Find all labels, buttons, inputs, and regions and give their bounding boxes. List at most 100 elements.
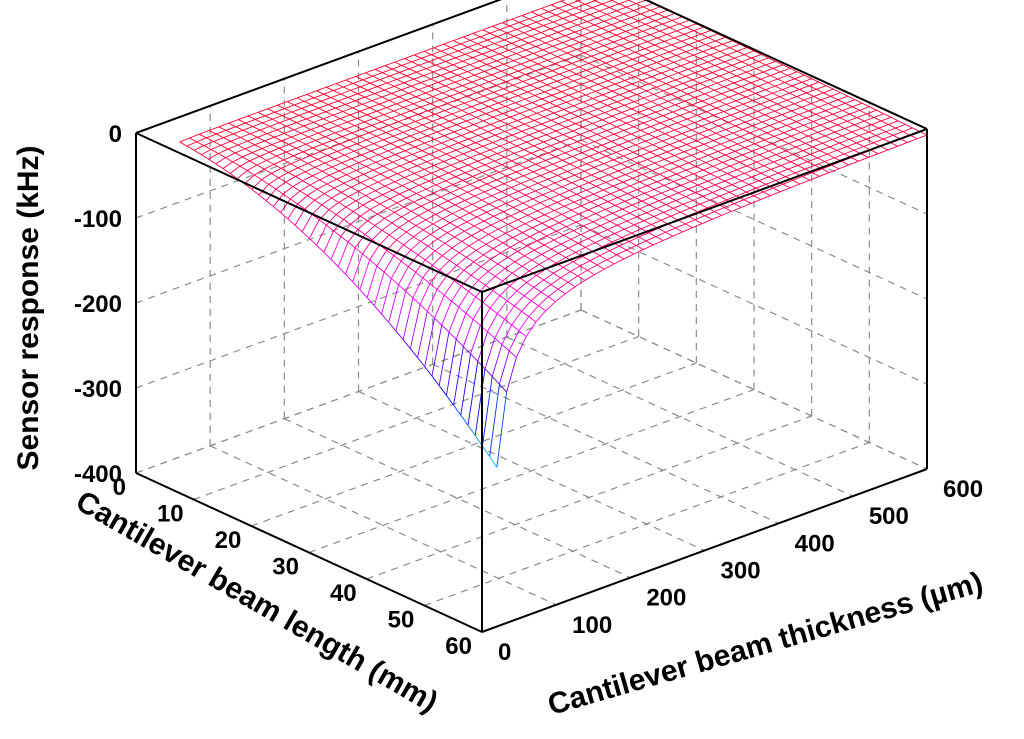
mesh-line: [555, 156, 563, 161]
mesh-line: [537, 63, 546, 68]
mesh-line: [413, 236, 421, 242]
mesh-line: [740, 111, 749, 116]
mesh-line: [474, 195, 483, 201]
mesh-line: [666, 151, 675, 156]
mesh-line: [544, 210, 555, 216]
mesh-line: [517, 95, 526, 100]
mesh-line: [460, 414, 469, 426]
mesh-line: [657, 155, 665, 160]
mesh-line: [418, 64, 427, 70]
mesh-line: [537, 210, 545, 216]
mesh-line: [699, 199, 711, 205]
mesh-line: [675, 100, 686, 106]
mesh-line: [609, 216, 620, 222]
mesh-line: [278, 144, 289, 149]
mesh-line: [779, 117, 790, 123]
mesh-line: [513, 207, 521, 212]
mesh-line: [576, 163, 587, 169]
mesh-line: [373, 143, 382, 148]
mesh-line: [203, 145, 212, 150]
mesh-line: [323, 118, 331, 123]
mesh-line: [381, 278, 392, 315]
mesh-line: [604, 133, 615, 139]
mesh-line: [541, 218, 553, 224]
mesh-line: [345, 100, 356, 105]
mesh-line: [866, 135, 877, 140]
mesh-line: [515, 198, 524, 204]
mesh-line: [453, 153, 464, 159]
mesh-line: [320, 125, 329, 130]
mesh-line: [367, 213, 378, 222]
mesh-line: [373, 305, 382, 315]
mesh-line: [656, 181, 665, 186]
mesh-line: [304, 97, 315, 102]
mesh-line: [579, 260, 591, 267]
mesh-line: [582, 148, 593, 154]
mesh-line: [682, 199, 694, 205]
mesh-line: [503, 63, 512, 69]
mesh-line: [515, 77, 524, 82]
mesh-line: [474, 70, 485, 76]
mesh-line: [402, 297, 414, 340]
mesh-line: [723, 86, 732, 91]
mesh-line: [628, 0, 637, 5]
mesh-line: [472, 33, 481, 38]
mesh-line: [553, 272, 561, 279]
mesh-line: [719, 191, 730, 197]
mesh-line: [491, 344, 503, 377]
mesh-line: [757, 85, 766, 91]
mesh-line: [457, 196, 466, 201]
mesh-line: [316, 86, 327, 92]
mesh-line: [416, 71, 424, 77]
mesh-line: [827, 99, 839, 104]
mesh-line: [619, 216, 628, 222]
mesh-line: [571, 209, 579, 215]
mesh-line: [580, 84, 589, 89]
mesh-line: [659, 173, 667, 179]
mesh-line: [653, 216, 662, 221]
mesh-line: [695, 192, 703, 197]
mesh-line: [728, 93, 739, 98]
mesh-line: [599, 255, 608, 261]
mesh-line: [363, 147, 372, 152]
mesh-line: [535, 190, 543, 196]
mesh-line: [541, 7, 549, 13]
mesh-line: [432, 120, 440, 126]
mesh-line: [397, 173, 405, 178]
mesh-line: [766, 157, 774, 163]
mesh-line: [338, 96, 349, 102]
mesh-line: [466, 120, 474, 125]
mesh-line: [577, 116, 586, 121]
mesh-line: [334, 154, 345, 160]
mesh-line: [405, 124, 414, 130]
mesh-line: [710, 50, 721, 56]
mesh-line: [737, 114, 749, 120]
mesh-line: [779, 96, 788, 101]
mesh-line: [691, 33, 702, 39]
mesh-line: [573, 101, 584, 107]
mesh-line: [756, 136, 765, 141]
mesh-line: [464, 78, 473, 83]
mesh-line: [764, 114, 773, 119]
mesh-line: [485, 284, 493, 291]
box-edge: [135, 472, 483, 633]
mesh-line: [366, 114, 375, 119]
mesh-line: [326, 224, 334, 232]
mesh-line: [468, 279, 479, 292]
mesh-line: [491, 46, 502, 51]
mesh-line: [423, 192, 434, 198]
mesh-line: [514, 261, 523, 267]
mesh-line: [648, 204, 657, 210]
mesh-line: [518, 46, 527, 51]
mesh-line: [400, 110, 411, 115]
mesh-line: [542, 190, 553, 196]
mesh-line: [777, 103, 785, 108]
mesh-line: [203, 141, 214, 146]
mesh-line: [733, 199, 744, 205]
mesh-line: [652, 118, 661, 124]
mesh-line: [703, 114, 715, 120]
mesh-line: [398, 96, 407, 101]
mesh-line: [275, 188, 284, 195]
mesh-line: [312, 147, 321, 153]
mesh-line: [352, 103, 363, 109]
